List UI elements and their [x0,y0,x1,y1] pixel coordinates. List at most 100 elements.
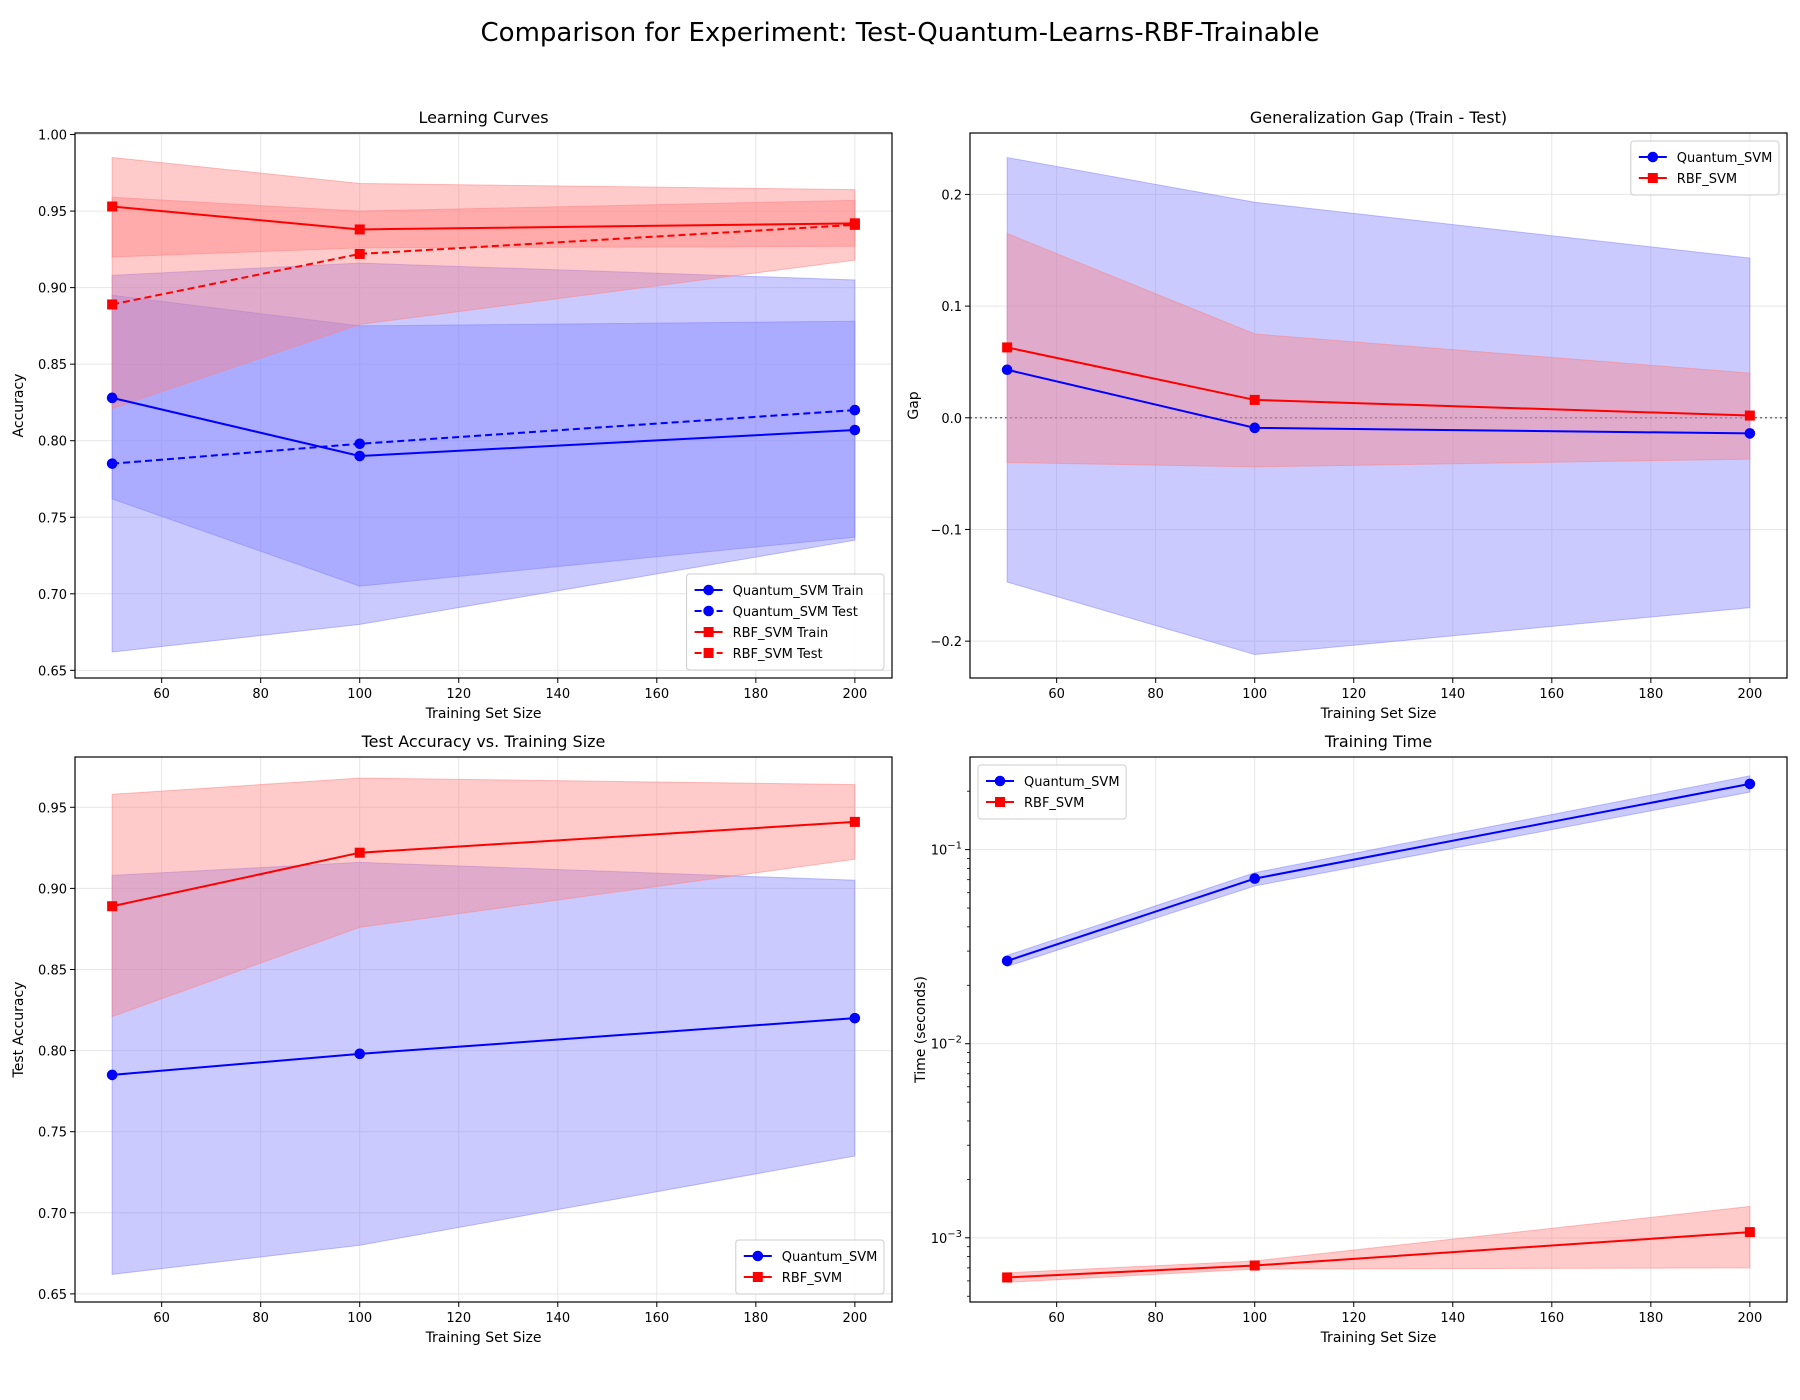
x-tick-label: 140 [1440,687,1465,702]
y-axis-label: Time (seconds) [913,976,929,1084]
legend-marker-rbf-svm-train [703,627,714,637]
plot-area [106,156,861,653]
y-tick-label-exponent: −3 [947,1229,962,1240]
chart-test-accuracy: 60 80 100 120 140 160 180 200 0.65 0.70 0.75 0.80 0.… [11,732,893,1346]
x-tick-label: 80 [252,687,269,702]
y-tick-label-base: 10 [931,1232,948,1247]
x-tick-label: 120 [1341,1311,1366,1326]
legend-label-rbf-svm-test: RBF_SVM Test [733,647,823,662]
legend-label-rbf-svm-train: RBF_SVM Train [733,626,829,641]
point-rbf-svm [849,816,860,827]
legend: Quantum_SVM Train Quantum_SVM Test RBF_SVM… [686,573,885,671]
legend-label-rbf-svm: RBF_SVM [1024,796,1084,811]
point-rbf-svm [107,901,118,912]
x-tick-label: 100 [347,687,372,702]
grid [970,757,1787,1302]
point-quantum-svm [1249,873,1261,884]
x-axis-label: Training Set Size [1320,1330,1437,1346]
chart-title: Training Time [1324,732,1432,751]
point-rbf-svm [1744,1227,1755,1238]
point-quantum-svm [1001,955,1013,967]
x-tick-label: 120 [1341,687,1366,702]
point-quantum-svm-test [354,438,366,450]
y-tick-label-exponent: −1 [947,841,962,852]
y-tick-label: 0.75 [38,1126,67,1141]
legend-marker-rbf-svm [1647,173,1658,183]
band-rbf-svm [1006,232,1751,468]
line-rbf-svm-test [111,223,855,306]
y-tick-label: 0.2 [941,188,962,203]
x-tick-label: 160 [1539,687,1564,702]
point-quantum-svm-train [849,424,861,436]
axes-frame [969,132,1788,679]
plot-area [1001,775,1756,1283]
y-tick-label: 0.65 [38,1288,67,1303]
chart-learning-curves: 60 80 100 120 140 160 180 200 0.65 0.70 0.75 0.80 0.… [11,108,893,722]
band-quantum-svm-test [111,262,856,653]
x-tick-label: 140 [545,687,570,702]
point-rbf-svm [354,847,365,858]
x-tick-label: 180 [743,687,768,702]
y-tick-label: 0.95 [38,205,67,220]
y-tick-label: 0.0 [941,412,962,427]
y-tick-label: 10−3 [931,1229,962,1247]
x-tick-label: 60 [1048,687,1065,702]
legend-marker-rbf-svm [752,1272,763,1282]
y-tick-label-exponent: −2 [947,1035,962,1046]
x-axis-label: Training Set Size [425,1330,542,1346]
x-tick-label: 80 [1147,687,1164,702]
legend-marker-quantum-svm [752,1250,764,1262]
point-rbf-svm-train [107,201,118,212]
legend-box [977,764,1127,820]
y-axis-label: Gap [906,391,922,419]
y-tick-label: 0.85 [38,963,67,978]
x-tick-label: 100 [1242,1311,1267,1326]
x-axis-label: Training Set Size [1320,706,1437,722]
y-tick-label: 0.80 [38,435,67,450]
legend-marker-quantum-svm-test [703,605,714,617]
y-tick-label-base: 10 [931,844,948,859]
chart-training-time: 60 80 100 120 140 160 180 20010−310−210−1Traini… [913,732,1788,1346]
legend-label-quantum-svm: Quantum_SVM [1677,151,1773,166]
x-tick-label: 160 [1539,1311,1564,1326]
y-tick-label-base: 10 [931,1038,948,1053]
legend-label-quantum-svm: Quantum_SVM [1024,775,1120,790]
axes-frame [74,756,893,1303]
band-rbf-svm [111,777,856,1018]
legend-label-quantum-svm-test: Quantum_SVM Test [733,605,858,620]
legend-marker-quantum-svm [994,775,1006,787]
point-rbf-svm-test [354,248,365,259]
point-rbf-svm-train [354,224,365,235]
x-tick-label: 100 [1242,687,1267,702]
legend-marker-rbf-svm [995,797,1005,807]
y-tick-label: 0.90 [38,882,67,897]
x-tick-label: 200 [842,687,867,702]
legend-label-rbf-svm: RBF_SVM [1677,172,1737,187]
point-rbf-svm-test [849,219,860,230]
y-tick-label: 0.80 [38,1045,67,1060]
legend: Quantum_SVM RBF_SVM [735,1239,885,1295]
y-tick-label: 0.75 [38,511,67,526]
y-tick-label: 10−2 [931,1035,962,1053]
y-tick-label: 0.1 [941,300,962,315]
point-rbf-svm [1002,1272,1013,1283]
legend: Quantum_SVM RBF_SVM [977,764,1127,820]
y-tick-label: −0.2 [930,635,962,650]
plot-area [1001,156,1756,656]
y-tick-label: −0.1 [930,523,962,538]
point-quantum-svm [1744,428,1756,439]
band-quantum-svm [111,861,856,1275]
x-axis-label: Training Set Size [425,706,542,722]
x-tick-label: 200 [1737,1311,1762,1326]
chart-generalization-gap: 60 80 100 120 140 160 180 200 −0.2 −0.1 0.0 0.1 0.2 G… [906,108,1788,722]
plot-area [106,777,861,1275]
chart-title: Learning Curves [418,108,548,127]
y-tick-label: 0.95 [38,801,67,816]
point-rbf-svm [1249,394,1260,405]
point-quantum-svm-train [354,450,366,462]
x-tick-label: 80 [1147,1311,1164,1326]
y-tick-label: 0.90 [38,282,67,297]
figure-title: Comparison for Experiment: Test-Quantum-… [480,18,1320,48]
x-tick-label: 60 [153,687,170,702]
